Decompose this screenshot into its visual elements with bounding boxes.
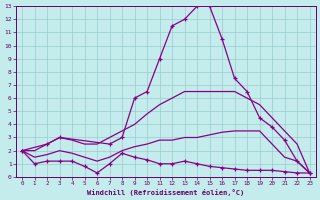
X-axis label: Windchill (Refroidissement éolien,°C): Windchill (Refroidissement éolien,°C)	[87, 189, 244, 196]
